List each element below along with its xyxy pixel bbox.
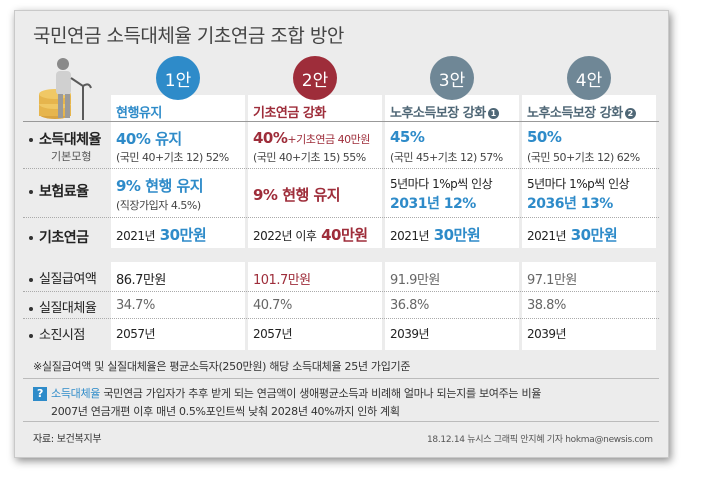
premium-main-2: 9% 현행 유지 bbox=[253, 186, 341, 204]
row-divider bbox=[23, 318, 659, 319]
basic-pre-3: 2021년 bbox=[390, 229, 430, 243]
option-header-4: 노후소득보장 강화 2 bbox=[527, 102, 636, 121]
row-label-real-amount: 실질급여액 bbox=[29, 268, 97, 287]
option-header-4-number: 2 bbox=[624, 108, 636, 119]
row-divider bbox=[23, 217, 659, 218]
info-line-2: 2007년 연금개편 이후 매년 0.5%포인트씩 낮춰 2028년 40%까지… bbox=[51, 405, 400, 418]
row-label-replacement: 소득대체율 bbox=[29, 129, 101, 149]
basic-amount-3: 30만원 bbox=[433, 226, 481, 244]
basic-amount-2: 40만원 bbox=[321, 226, 368, 244]
real-amount-3: 91.9만원 bbox=[390, 273, 440, 288]
option-header-1: 현행유지 bbox=[116, 106, 162, 121]
replacement-main-4: 50% bbox=[527, 128, 562, 146]
row-label-depletion-text: 소진시점 bbox=[39, 328, 85, 343]
real-amount-1: 86.7만원 bbox=[116, 273, 166, 288]
row-label-premium: 보험료율 bbox=[29, 181, 89, 201]
infographic-card: 국민연금 소득대체율 기초연금 조합 방안 1안 2안 3안 4안 현행유지 기… bbox=[14, 10, 669, 458]
row-label-real-rate-text: 실질대체율 bbox=[39, 301, 97, 316]
info-divider bbox=[23, 421, 659, 422]
row-label-real-rate: 실질대체율 bbox=[29, 297, 97, 316]
option-badge-4: 4안 bbox=[567, 56, 611, 100]
replacement-sub-4: (국민 50+기초 12) 62% bbox=[527, 151, 640, 164]
replacement-sub-1: (국민 40+기초 12) 52% bbox=[116, 151, 229, 164]
column-panel-3 bbox=[385, 95, 519, 350]
depletion-1: 2057년 bbox=[116, 327, 156, 341]
row-sublabel-replacement: 기본모형 bbox=[51, 150, 92, 163]
replacement-main-3: 45% bbox=[390, 128, 425, 146]
option-header-3-text: 노후소득보장 강화 bbox=[390, 106, 486, 121]
page-title: 국민연금 소득대체율 기초연금 조합 방안 bbox=[33, 25, 344, 47]
replacement-sub-3: (국민 45+기초 12) 57% bbox=[390, 151, 503, 164]
real-rate-2: 40.7% bbox=[253, 298, 292, 313]
basic-cell-1: 2021년 30만원 bbox=[116, 224, 207, 245]
real-rate-1: 34.7% bbox=[116, 298, 155, 313]
row-label-real-amount-text: 실질급여액 bbox=[39, 272, 97, 287]
option-header-3-number: 1 bbox=[487, 108, 499, 119]
basic-cell-4: 2021년 30만원 bbox=[527, 224, 618, 245]
real-rate-3: 36.8% bbox=[390, 298, 429, 313]
basic-amount-4: 30만원 bbox=[570, 226, 618, 244]
credit-text: 18.12.14 뉴시스 그래픽 안지혜 기자 hokma@newsis.com bbox=[427, 435, 653, 445]
basic-pre-4: 2021년 bbox=[527, 229, 567, 243]
footnote: ※실질급여액 및 실질대체율은 평균소득자(250만원) 해당 소득대체율 25… bbox=[33, 360, 411, 373]
column-panel-1 bbox=[111, 95, 245, 350]
depletion-3: 2039년 bbox=[390, 327, 430, 341]
basic-amount-1: 30만원 bbox=[159, 226, 207, 244]
source-text: 자료: 보건복지부 bbox=[33, 434, 102, 445]
row-label-basic-text: 기초연금 bbox=[39, 230, 89, 246]
row-label-depletion: 소진시점 bbox=[29, 324, 85, 343]
question-icon: ? bbox=[33, 387, 47, 401]
row-label-replacement-text: 소득대체율 bbox=[39, 132, 101, 148]
premium-line2-3: 2031년 12% bbox=[390, 196, 476, 212]
replacement-main-2-extra: +기초연금 40만원 bbox=[287, 133, 370, 146]
option-badge-3: 3안 bbox=[430, 56, 474, 100]
column-panel-4 bbox=[522, 95, 656, 350]
basic-pre-1: 2021년 bbox=[116, 229, 156, 243]
premium-main-1: 9% 현행 유지 bbox=[116, 177, 204, 195]
option-header-3: 노후소득보장 강화 1 bbox=[390, 102, 499, 121]
column-panel-2 bbox=[248, 95, 382, 350]
option-badge-1: 1안 bbox=[156, 56, 200, 100]
replacement-sub-2: (국민 40+기초 15) 55% bbox=[253, 151, 366, 164]
premium-line2-4: 2036년 13% bbox=[527, 196, 613, 212]
basic-cell-2: 2022년 이후 40만원 bbox=[253, 224, 368, 245]
basic-cell-3: 2021년 30만원 bbox=[390, 224, 481, 245]
replacement-main-2-value: 40% bbox=[253, 129, 288, 147]
option-badge-2: 2안 bbox=[293, 56, 337, 100]
info-line-1: ? 소득대체율 국민연금 가입자가 추후 받게 되는 연금액이 생애평균소득과 비… bbox=[33, 385, 541, 401]
row-divider bbox=[23, 168, 659, 169]
info-term: 소득대체율 bbox=[51, 387, 101, 400]
replacement-main-1: 40% 유지 bbox=[116, 130, 182, 148]
real-amount-2: 101.7만원 bbox=[253, 273, 311, 288]
row-label-premium-text: 보험료율 bbox=[39, 184, 89, 200]
depletion-4: 2039년 bbox=[527, 327, 567, 341]
info-text-1: 국민연금 가입자가 추후 받게 되는 연금액이 생애평균소득과 비례해 얼마나 … bbox=[103, 387, 542, 400]
real-rate-4: 38.8% bbox=[527, 298, 566, 313]
row-divider bbox=[23, 291, 659, 292]
row-label-basic: 기초연금 bbox=[29, 227, 89, 247]
option-header-4-text: 노후소득보장 강화 bbox=[527, 106, 623, 121]
premium-sub-1: (직장가입자 4.5%) bbox=[116, 199, 201, 212]
option-header-2: 기초연금 강화 bbox=[253, 106, 326, 121]
footnote-divider bbox=[23, 378, 659, 379]
section-gap bbox=[23, 248, 659, 262]
basic-pre-2: 2022년 이후 bbox=[253, 229, 317, 243]
depletion-2: 2057년 bbox=[253, 327, 293, 341]
premium-line1-3: 5년마다 1%p씩 인상 bbox=[390, 177, 493, 191]
header-divider bbox=[23, 121, 659, 122]
premium-line1-4: 5년마다 1%p씩 인상 bbox=[527, 177, 630, 191]
replacement-main-2: 40%+기초연금 40만원 bbox=[253, 128, 370, 147]
elderly-person-icon bbox=[39, 58, 92, 120]
real-amount-4: 97.1만원 bbox=[527, 273, 577, 288]
